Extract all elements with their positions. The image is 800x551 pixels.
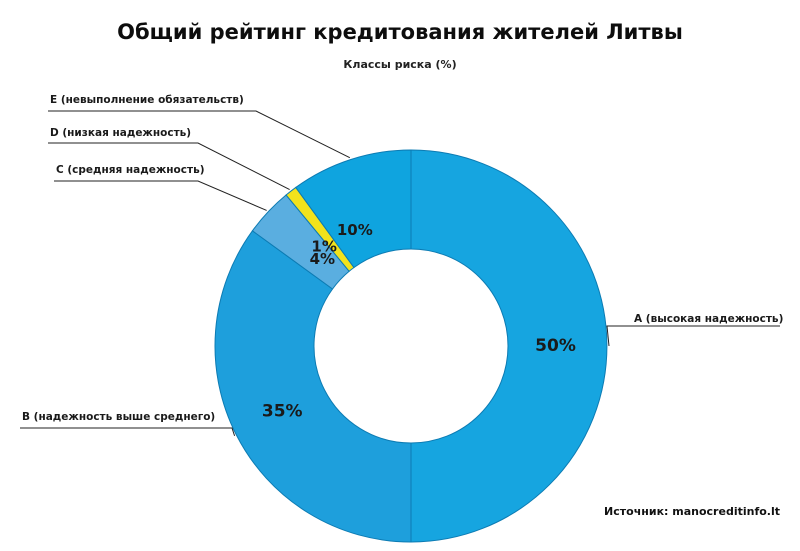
slice-d-value-label: 1%	[311, 237, 336, 255]
slice-d-leader-line	[48, 142, 290, 190]
slice-e-segment	[295, 149, 412, 269]
slice-b-segment	[214, 230, 412, 543]
slice-b-value-label: 35%	[262, 402, 303, 422]
chart-title: Общий рейтинг кредитования жителей Литвы	[117, 20, 683, 44]
chart-subtitle: Классы риска (%)	[343, 58, 457, 71]
donut-slices	[214, 149, 608, 543]
leader-lines	[20, 110, 780, 437]
slice-c-leader-line	[54, 180, 267, 211]
slice-e-value-label: 10%	[337, 221, 373, 239]
slice-a-leader-line	[606, 325, 780, 347]
slice-a-category-label: A (высокая надежность)	[634, 313, 783, 325]
slice-e-category-label: E (невыполнение обязательств)	[50, 94, 244, 106]
slice-c-category-label: C (средняя надежность)	[56, 164, 205, 176]
slice-b-leader-line	[20, 427, 236, 437]
slice-e-leader-line	[48, 110, 351, 159]
value-labels: 50% 35% 4%1%10%	[262, 221, 576, 422]
slice-c-value-label: 4%	[310, 250, 335, 268]
slice-b-category-label: B (надежность выше среднего)	[22, 411, 215, 423]
slice-a-value-label: 50%	[535, 336, 576, 356]
slice-d-category-label: D (низкая надежность)	[50, 127, 191, 139]
slice-a-segment	[410, 149, 608, 543]
category-labels: A (высокая надежность) B (надежность выше…	[22, 94, 783, 423]
source-note: Источник: manocreditinfo.lt	[604, 505, 780, 518]
